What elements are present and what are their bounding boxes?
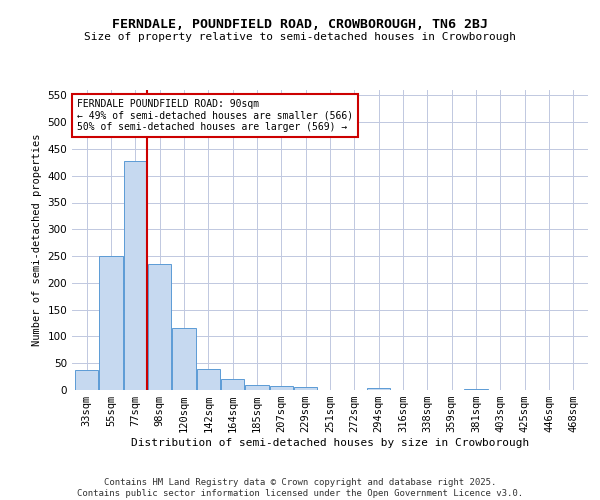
Bar	[245, 384, 269, 390]
Text: FERNDALE POUNDFIELD ROAD: 90sqm
← 49% of semi-detached houses are smaller (566)
: FERNDALE POUNDFIELD ROAD: 90sqm ← 49% of…	[77, 99, 353, 132]
Bar	[172, 328, 196, 390]
Bar	[148, 264, 171, 390]
Bar	[294, 388, 317, 390]
Bar	[197, 369, 220, 390]
Y-axis label: Number of semi-detached properties: Number of semi-detached properties	[32, 134, 42, 346]
Bar	[100, 256, 122, 390]
Bar	[124, 160, 147, 390]
Text: FERNDALE, POUNDFIELD ROAD, CROWBOROUGH, TN6 2BJ: FERNDALE, POUNDFIELD ROAD, CROWBOROUGH, …	[112, 18, 488, 30]
Bar	[75, 370, 98, 390]
Bar	[367, 388, 390, 390]
X-axis label: Distribution of semi-detached houses by size in Crowborough: Distribution of semi-detached houses by …	[131, 438, 529, 448]
Bar	[221, 379, 244, 390]
Bar	[270, 386, 293, 390]
Text: Size of property relative to semi-detached houses in Crowborough: Size of property relative to semi-detach…	[84, 32, 516, 42]
Bar	[464, 389, 488, 390]
Text: Contains HM Land Registry data © Crown copyright and database right 2025.
Contai: Contains HM Land Registry data © Crown c…	[77, 478, 523, 498]
